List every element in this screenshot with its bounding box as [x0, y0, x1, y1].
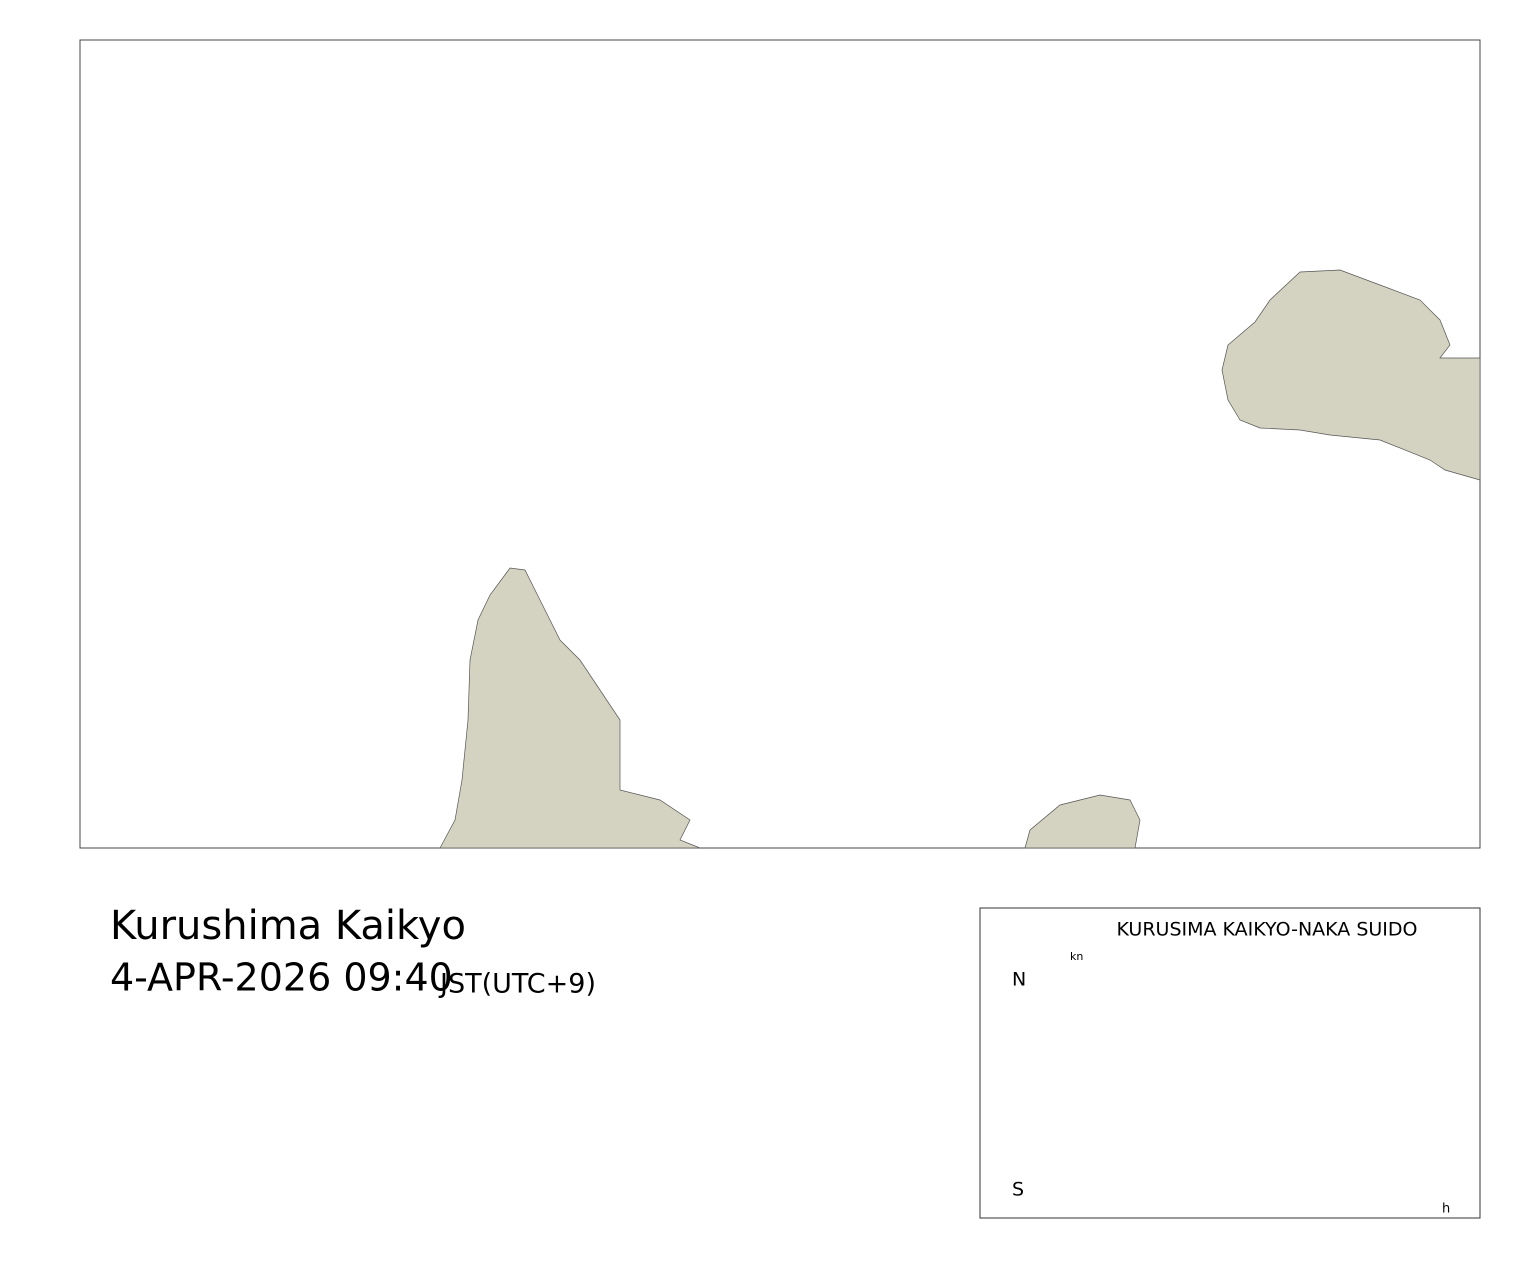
title: Kurushima Kaikyo — [110, 903, 466, 949]
north-label: N — [1012, 969, 1026, 991]
tide-unit: kn — [1070, 950, 1083, 963]
datetime: 4-APR-2026 09:40 — [110, 956, 453, 1000]
land — [1221, 269, 1481, 481]
tide-title: KURUSIMA KAIKYO-NAKA SUIDO — [1116, 919, 1417, 941]
map-frame — [79, 39, 1481, 849]
land — [439, 567, 701, 849]
south-label: S — [1012, 1179, 1024, 1201]
land — [1024, 794, 1141, 849]
x-unit: h — [1442, 1202, 1450, 1217]
tide-chart-frame — [979, 907, 1481, 1219]
timezone: JST(UTC+9) — [438, 969, 596, 1000]
